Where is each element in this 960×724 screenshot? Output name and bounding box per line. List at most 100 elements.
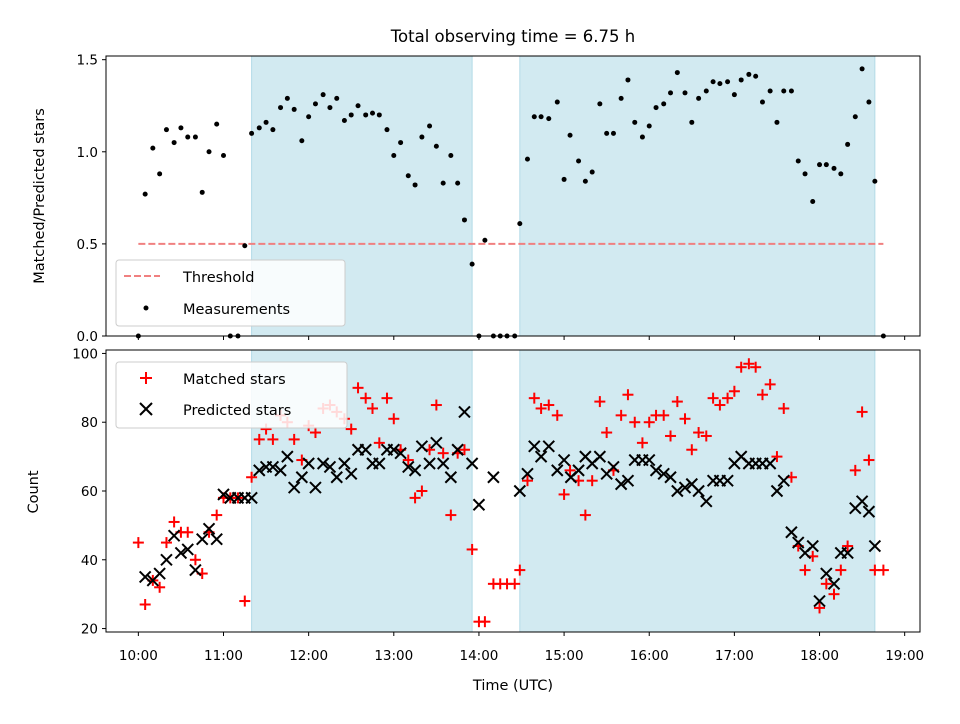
- matched-star-marker: [679, 413, 691, 425]
- y-axis-label: Matched/Predicted stars: [32, 108, 48, 284]
- matched-star-marker: [528, 392, 540, 404]
- predicted-star-marker: [868, 539, 882, 553]
- predicted-star-marker: [302, 457, 315, 470]
- measurement-point: [312, 101, 318, 107]
- measurement-point: [725, 79, 731, 85]
- measurement-point: [682, 90, 688, 96]
- predicted-star-marker: [542, 440, 555, 453]
- x-tick-label: 14:00: [459, 648, 498, 664]
- measurement-point: [802, 171, 808, 177]
- matched-star-marker: [714, 399, 726, 411]
- legend-label-predicted: Predicted stars: [183, 403, 291, 419]
- measurement-point: [817, 162, 823, 168]
- matched-star-marker: [750, 361, 762, 373]
- matched-star-marker: [168, 516, 180, 528]
- measurement-point: [703, 88, 709, 94]
- predicted-star-marker: [423, 457, 436, 470]
- predicted-star-marker: [792, 536, 805, 549]
- measurement-point: [242, 243, 248, 249]
- predicted-star-marker: [763, 457, 777, 470]
- predicted-star-marker: [415, 440, 429, 453]
- predicted-star-marker: [678, 481, 692, 494]
- measurement-point: [866, 99, 872, 105]
- measurement-point: [845, 141, 851, 147]
- predicted-star-marker: [451, 443, 464, 456]
- predicted-star-marker: [621, 474, 635, 487]
- matched-star-marker: [799, 564, 811, 576]
- predicted-star-marker: [430, 436, 443, 450]
- matched-star-marker: [615, 409, 627, 421]
- y-tick-label: 1.5: [77, 53, 98, 69]
- y-tick-label: 1.0: [77, 145, 98, 161]
- measurement-point: [781, 88, 787, 94]
- x-tick-label: 13:00: [374, 648, 413, 664]
- matched-star-marker: [722, 392, 734, 404]
- measurement-point: [341, 117, 347, 123]
- matched-star-marker: [189, 554, 201, 566]
- matched-star-marker: [430, 399, 442, 411]
- matched-star-marker: [849, 464, 861, 476]
- predicted-star-marker: [281, 450, 294, 463]
- matched-star-marker: [558, 488, 570, 500]
- measurement-point: [178, 125, 184, 131]
- matched-star-marker: [728, 385, 740, 397]
- measurement-point: [327, 105, 333, 111]
- predicted-star-marker: [827, 577, 841, 591]
- observing-window: [519, 55, 876, 337]
- predicted-star-marker: [167, 529, 181, 542]
- predicted-star-marker: [593, 450, 607, 463]
- y-tick-label: 100: [72, 346, 98, 362]
- measurement-point: [157, 171, 163, 177]
- predicted-star-marker: [855, 495, 869, 508]
- predicted-star-marker: [210, 532, 223, 546]
- predicted-star-marker: [614, 477, 628, 491]
- measurement-point: [731, 92, 737, 98]
- measurement-point: [546, 116, 552, 122]
- matched-star-marker: [458, 444, 470, 456]
- measurement-point: [440, 180, 446, 186]
- measurement-point: [610, 130, 616, 136]
- y-tick-label: 60: [81, 484, 98, 500]
- predicted-star-marker: [806, 539, 819, 553]
- matched-star-marker: [253, 433, 265, 445]
- matched-star-marker: [586, 475, 598, 487]
- chart-title: Total observing time = 6.75 h: [390, 27, 635, 46]
- matched-star-marker: [735, 361, 747, 373]
- matched-star-marker: [564, 464, 576, 476]
- measurement-point: [263, 119, 269, 125]
- matched-star-marker: [246, 471, 258, 483]
- measurement-point: [206, 149, 212, 155]
- matched-star-marker: [756, 389, 768, 401]
- predicted-star-marker: [245, 491, 258, 505]
- measurement-point: [561, 176, 567, 182]
- matched-star-marker: [671, 396, 683, 408]
- matched-star-marker: [267, 433, 279, 445]
- predicted-star-marker: [436, 457, 450, 470]
- measurement-point: [767, 88, 773, 94]
- matched-star-marker: [466, 543, 478, 555]
- measurement-point: [852, 114, 858, 120]
- predicted-star-marker: [513, 484, 527, 498]
- measurement-point: [531, 114, 537, 120]
- predicted-star-marker: [643, 453, 656, 467]
- predicted-star-marker: [649, 464, 663, 477]
- measurement-point: [831, 165, 837, 171]
- predicted-star-marker: [394, 446, 407, 460]
- measurement-point: [171, 140, 177, 146]
- measurement-point: [604, 130, 610, 136]
- matched-star-marker: [643, 416, 655, 428]
- measurement-point: [433, 143, 439, 149]
- measurement-point: [320, 92, 326, 98]
- measurement-point: [668, 90, 674, 96]
- measurement-point: [284, 95, 290, 101]
- matched-star-marker: [211, 509, 223, 521]
- measurement-point: [646, 123, 652, 129]
- predicted-star-marker: [472, 498, 486, 511]
- legend-label-measurements: Measurements: [183, 302, 290, 318]
- measurement-point: [185, 134, 191, 140]
- measurement-point: [589, 169, 595, 175]
- predicted-star-marker: [330, 471, 343, 484]
- measurement-point: [221, 152, 227, 158]
- y-tick-label: 0.5: [77, 237, 98, 253]
